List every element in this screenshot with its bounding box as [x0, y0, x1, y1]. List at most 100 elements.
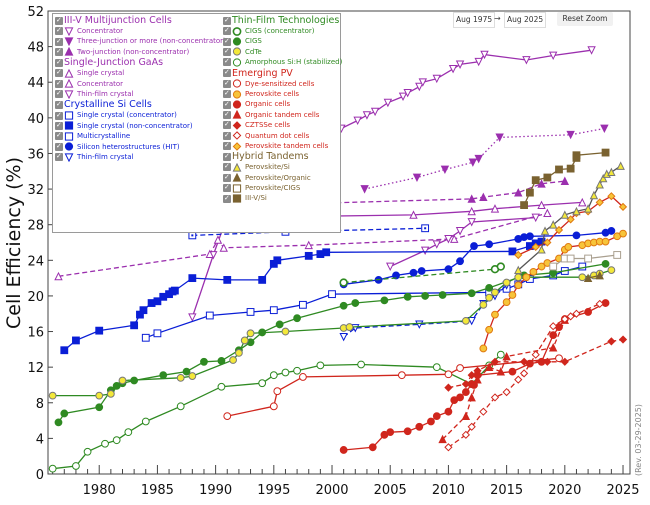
legend-checkbox[interactable] — [55, 141, 63, 151]
data-point — [572, 151, 581, 160]
legend-checkbox[interactable] — [223, 36, 231, 46]
legend-item[interactable]: Thin-film crystal — [55, 151, 226, 162]
y-tick-label: 36 — [27, 147, 44, 162]
data-point — [514, 281, 523, 290]
legend-label: Perovskite/Organic — [245, 173, 311, 182]
legend-group[interactable]: Crystalline Si Cells — [55, 99, 226, 110]
legend-item[interactable]: Dye-sensitized cells — [223, 78, 342, 89]
legend-item[interactable]: Perovskite cells — [223, 88, 342, 99]
start-date-input[interactable]: Aug 1975 — [453, 12, 496, 28]
legend-checkbox[interactable] — [55, 120, 63, 130]
legend-checkbox[interactable] — [55, 67, 63, 78]
legend-label: Thin-film crystal — [77, 89, 134, 98]
legend-checkbox[interactable] — [223, 119, 231, 130]
legend-item[interactable]: Concentrator — [55, 25, 226, 36]
legend-group[interactable]: Thin-Film Technologies — [223, 15, 342, 26]
data-point — [467, 422, 476, 431]
legend-item[interactable]: Perovskite/Si — [223, 161, 342, 172]
legend-checkbox[interactable] — [223, 67, 231, 78]
data-point — [467, 371, 476, 380]
data-point — [502, 351, 511, 361]
legend-checkbox[interactable] — [55, 46, 63, 56]
data-point — [543, 357, 552, 366]
legend-checkbox[interactable] — [55, 78, 63, 88]
y-tick-label: 48 — [27, 41, 44, 56]
legend-item[interactable]: Three-junction or more (non-concentrator… — [55, 36, 226, 47]
legend-checkbox[interactable] — [223, 15, 231, 26]
legend-checkbox[interactable] — [55, 36, 63, 46]
data-point — [595, 299, 604, 309]
end-date-input[interactable]: Aug 2025 — [504, 12, 547, 28]
series-cigs — [54, 259, 610, 427]
legend-checkbox[interactable] — [223, 172, 231, 182]
legend-group[interactable]: Hybrid Tandems — [223, 151, 342, 162]
legend-checkbox[interactable] — [223, 109, 231, 119]
legend-marker-icon — [232, 90, 242, 99]
marker-dot — [191, 234, 194, 237]
legend-checkbox[interactable] — [223, 99, 231, 109]
legend-item[interactable]: Single crystal (concentrator) — [55, 110, 226, 120]
legend-item[interactable]: CdTe — [223, 46, 342, 57]
legend-item[interactable]: Perovskite/Organic — [223, 172, 342, 183]
legend-item[interactable]: Organic tandem cells — [223, 109, 342, 120]
legend-item[interactable]: CZTSSe cells — [223, 119, 342, 130]
data-point — [281, 368, 290, 377]
legend-checkbox[interactable] — [223, 182, 231, 193]
data-point — [467, 218, 476, 227]
legend-item[interactable]: Concentrator — [55, 78, 226, 89]
x-tick-label: 1985 — [141, 483, 174, 498]
legend-column-1: III-V Multijunction CellsConcentratorThr… — [55, 15, 226, 162]
data-point — [357, 360, 366, 369]
legend-checkbox[interactable] — [55, 130, 63, 141]
data-point — [508, 367, 517, 376]
y-tick-label: 32 — [27, 183, 44, 198]
legend-item[interactable]: Thin-film crystal — [55, 88, 226, 99]
legend-group[interactable]: Emerging PV — [223, 67, 342, 79]
legend-checkbox[interactable] — [223, 151, 231, 162]
legend-item[interactable]: Quantum dot cells — [223, 130, 342, 141]
legend-item[interactable]: Perovskite/CIGS — [223, 182, 342, 193]
legend-checkbox[interactable] — [223, 56, 231, 67]
legend-checkbox[interactable] — [223, 78, 231, 88]
legend-label: Perovskite cells — [245, 89, 300, 98]
reset-zoom-button[interactable]: Reset Zoom — [557, 12, 613, 26]
y-tick-label: 40 — [27, 112, 44, 127]
legend-item[interactable]: Silicon heterostructures (HIT) — [55, 141, 226, 152]
legend-checkbox[interactable] — [55, 25, 63, 36]
legend-checkbox[interactable] — [223, 161, 231, 172]
legend-checkbox[interactable] — [55, 151, 63, 161]
legend-checkbox[interactable] — [55, 57, 63, 68]
data-point — [461, 388, 470, 396]
data-point — [444, 370, 453, 379]
legend-checkbox[interactable] — [55, 110, 63, 120]
legend-group[interactable]: Single-Junction GaAs — [55, 57, 226, 68]
legend-checkbox[interactable] — [223, 130, 231, 140]
legend-checkbox[interactable] — [55, 99, 63, 110]
data-point — [600, 124, 609, 134]
legend-label: Single-Junction GaAs — [64, 57, 164, 69]
legend-checkbox[interactable] — [223, 140, 231, 150]
legend-item[interactable]: Single crystal (non-concentrator) — [55, 120, 226, 131]
legend-item[interactable]: Single crystal — [55, 67, 226, 78]
legend-group[interactable]: III-V Multijunction Cells — [55, 15, 226, 26]
legend-item[interactable]: Amorphous Si:H (stabilized) — [223, 56, 342, 67]
legend-checkbox[interactable] — [223, 25, 231, 36]
x-tick-label: 2020 — [548, 483, 581, 498]
legend-item[interactable]: Multicrystalline — [55, 130, 226, 141]
data-point — [403, 427, 412, 436]
legend-checkbox[interactable] — [223, 46, 231, 56]
legend-item[interactable]: CIGS (concentrator) — [223, 25, 342, 36]
legend-checkbox[interactable] — [55, 88, 63, 99]
legend-item[interactable]: Organic cells — [223, 99, 342, 109]
legend-item[interactable]: Two-junction (non-concentrator) — [55, 46, 226, 57]
legend-checkbox[interactable] — [223, 193, 231, 203]
series-line — [192, 227, 426, 237]
data-point — [525, 232, 534, 241]
data-point — [502, 298, 511, 307]
data-point — [584, 308, 592, 316]
legend-item[interactable]: III-V/Si — [223, 193, 342, 203]
legend-item[interactable]: Perovskite tandem cells — [223, 140, 342, 151]
legend-checkbox[interactable] — [55, 15, 63, 26]
legend-item[interactable]: CIGS — [223, 36, 342, 46]
legend-checkbox[interactable] — [223, 88, 231, 99]
